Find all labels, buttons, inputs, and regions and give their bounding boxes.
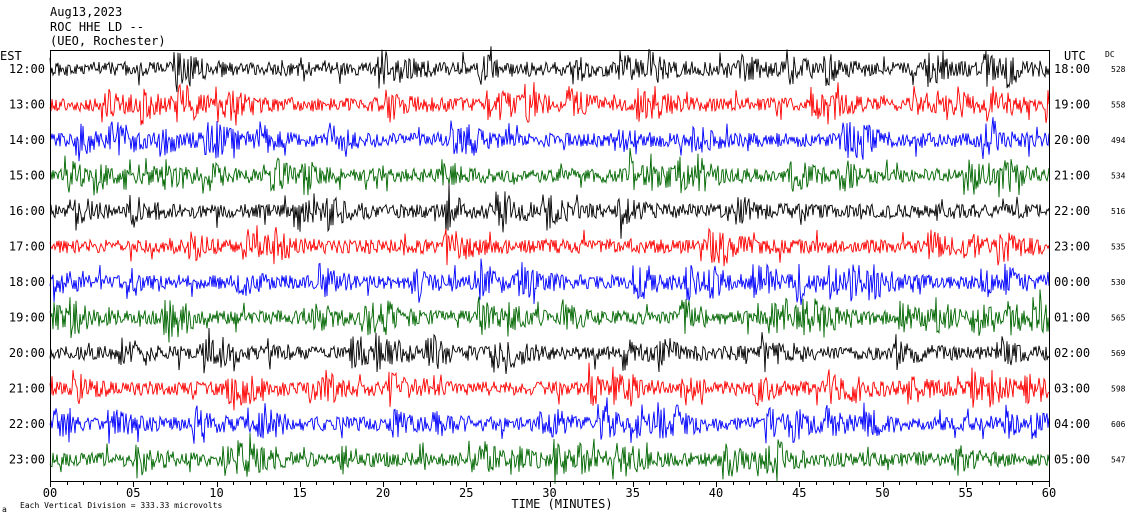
utc-time-label: 03:00 [1054,382,1090,396]
trace-row-5 [49,225,1050,267]
local-time-label: 13:00 [9,98,45,112]
header-date: Aug13,2023 [50,5,122,19]
local-time-label: 21:00 [9,382,45,396]
x-tick-label: 15 [293,486,307,500]
dc-offset-value: 606 [1111,420,1126,429]
x-tick-label: 00 [43,486,57,500]
dc-offset-value: 558 [1111,101,1126,110]
x-tick-label: 30 [542,486,556,500]
utc-time-label: 20:00 [1054,133,1090,147]
dc-offset-value: 516 [1111,207,1126,216]
local-time-label: 17:00 [9,240,45,254]
trace-row-1 [49,82,1050,126]
x-tick-label: 55 [959,486,973,500]
trace-row-11 [49,432,1050,485]
right-axis-label: UTC [1064,49,1086,63]
x-tick-label: 05 [126,486,140,500]
local-time-label: 14:00 [9,133,45,147]
trace-row-8 [49,327,1050,375]
local-time-label: 16:00 [9,204,45,218]
dc-offset-value: 494 [1111,136,1126,145]
dc-offset-value: 530 [1111,278,1126,287]
footer-scale-note: Each Vertical Division = 333.33 microvol… [20,501,222,510]
utc-time-label: 22:00 [1054,204,1090,218]
header-location: (UEO, Rochester) [50,34,166,48]
local-time-label: 12:00 [9,62,45,76]
left-axis-label: EST [0,49,22,63]
utc-time-label: 00:00 [1054,275,1090,289]
local-time-label: 23:00 [9,453,45,467]
x-axis-label: TIME (MINUTES) [511,497,612,511]
trace-row-7 [49,289,1050,343]
x-tick-label: 20 [376,486,390,500]
dc-offset-value: 565 [1111,314,1126,323]
utc-time-label: 23:00 [1054,240,1090,254]
local-time-label: 15:00 [9,169,45,183]
header-station: ROC HHE LD -- [50,20,144,34]
utc-time-label: 19:00 [1054,98,1090,112]
x-tick-label: 50 [875,486,889,500]
local-time-label: 20:00 [9,346,45,360]
trace-row-2 [49,117,1050,162]
trace-row-6 [49,258,1050,305]
trace-row-0 [49,46,1050,93]
x-tick-label: 35 [626,486,640,500]
dc-offset-value: 535 [1111,243,1126,252]
dc-offset-value: 534 [1111,172,1126,181]
x-tick-label: 60 [1042,486,1056,500]
dc-offset-value: 547 [1111,456,1126,465]
utc-time-label: 04:00 [1054,417,1090,431]
utc-time-label: 18:00 [1054,62,1090,76]
local-time-label: 19:00 [9,311,45,325]
x-tick-label: 10 [209,486,223,500]
utc-time-label: 02:00 [1054,346,1090,360]
trace-row-10 [49,397,1050,444]
dc-column-label: DC [1105,50,1115,59]
trace-row-3 [50,147,1050,198]
row-labels: 12:00 18:00 528 13:00 19:00 558 14:00 20:00 494 1… [9,62,1126,467]
utc-time-label: 21:00 [1054,169,1090,183]
x-tick-label: 40 [709,486,723,500]
trace-row-9 [49,362,1050,411]
x-tick-label: 25 [459,486,473,500]
utc-time-label: 01:00 [1054,311,1090,325]
frame [50,50,1050,482]
utc-time-label: 05:00 [1054,453,1090,467]
x-tick-label: 45 [792,486,806,500]
dc-offset-value: 528 [1111,65,1126,74]
x-axis-ticks: 00 05 10 15 20 25 30 35 40 45 50 55 60 [43,482,1056,500]
dc-offset-value: 569 [1111,349,1126,358]
local-time-label: 18:00 [9,275,45,289]
traces-layer [49,46,1050,485]
footer-corner-mark: a [2,505,7,514]
local-time-label: 22:00 [9,417,45,431]
dc-offset-value: 598 [1111,385,1126,394]
trace-row-4 [49,182,1050,239]
